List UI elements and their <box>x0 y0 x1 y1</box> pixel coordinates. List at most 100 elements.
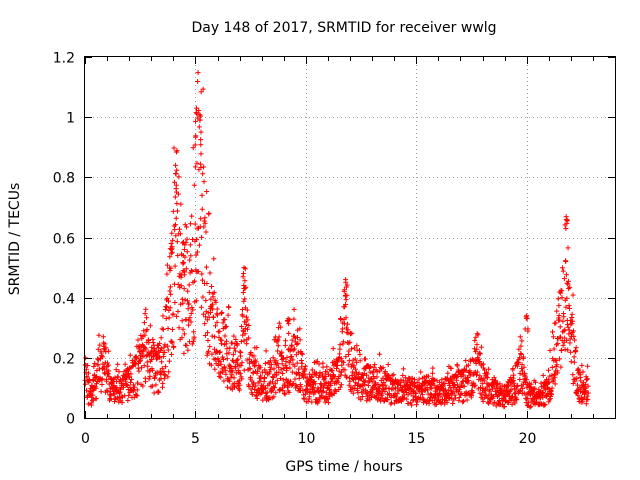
data-point <box>196 108 202 114</box>
data-point <box>272 381 278 387</box>
data-point <box>172 263 178 269</box>
data-point <box>278 324 284 330</box>
data-point <box>150 353 156 359</box>
data-point <box>220 357 226 363</box>
data-point <box>552 374 558 380</box>
data-point <box>173 215 179 221</box>
data-point <box>561 328 567 334</box>
data-point <box>344 374 350 380</box>
data-point <box>136 358 142 364</box>
data-point <box>184 298 190 304</box>
data-point <box>190 307 196 313</box>
data-point <box>253 383 259 389</box>
data-point <box>504 382 510 388</box>
data-point <box>214 311 220 317</box>
data-point <box>193 252 199 258</box>
data-point <box>576 367 582 373</box>
data-point <box>175 281 181 287</box>
data-point <box>299 360 305 366</box>
data-point <box>338 355 344 361</box>
data-point <box>162 350 168 356</box>
data-point <box>160 326 166 332</box>
data-point <box>226 304 232 310</box>
data-point <box>276 364 282 370</box>
data-point <box>343 284 349 290</box>
data-point <box>194 237 200 243</box>
data-point <box>518 343 524 349</box>
data-point <box>85 401 91 407</box>
data-point <box>295 340 301 346</box>
data-point <box>431 382 437 388</box>
data-point <box>224 338 230 344</box>
data-point <box>212 356 218 362</box>
data-point <box>166 369 172 375</box>
data-point <box>583 388 589 394</box>
data-point <box>161 344 167 350</box>
data-point <box>346 340 352 346</box>
data-point <box>291 306 297 312</box>
data-point <box>534 399 540 405</box>
data-point <box>200 86 206 92</box>
data-point <box>337 384 343 390</box>
data-point <box>279 349 285 355</box>
data-point <box>562 346 568 352</box>
data-point <box>542 402 548 408</box>
data-point <box>193 110 199 116</box>
data-point <box>188 268 194 274</box>
data-point <box>442 380 448 386</box>
data-point <box>380 365 386 371</box>
data-point <box>520 385 526 391</box>
data-point <box>119 400 125 406</box>
data-point <box>501 403 507 409</box>
data-point <box>311 378 317 384</box>
data-point <box>129 376 135 382</box>
data-point <box>221 378 227 384</box>
data-point <box>172 299 178 305</box>
data-point <box>382 382 388 388</box>
data-point <box>174 167 180 173</box>
data-point <box>198 216 204 222</box>
data-point <box>343 301 349 307</box>
data-point <box>153 382 159 388</box>
data-point <box>377 368 383 374</box>
data-point <box>409 402 415 408</box>
data-point <box>299 351 305 357</box>
data-point <box>263 348 269 354</box>
data-point <box>168 265 174 271</box>
data-point <box>186 282 192 288</box>
data-point <box>190 145 196 151</box>
data-point <box>93 374 99 380</box>
data-point <box>477 351 483 357</box>
data-point <box>381 380 387 386</box>
data-point <box>444 399 450 405</box>
data-point <box>142 332 148 338</box>
data-point <box>192 221 198 227</box>
data-point <box>404 396 410 402</box>
data-point <box>156 354 162 360</box>
data-point <box>556 303 562 309</box>
data-point <box>200 294 206 300</box>
data-point <box>174 239 180 245</box>
data-point <box>134 393 140 399</box>
data-point <box>464 397 470 403</box>
data-point <box>547 348 553 354</box>
data-point <box>262 360 268 366</box>
data-point <box>294 360 300 366</box>
data-point <box>241 286 247 292</box>
data-point <box>582 391 588 397</box>
data-point <box>209 333 215 339</box>
data-point <box>144 327 150 333</box>
data-point <box>178 201 184 207</box>
data-point <box>461 383 467 389</box>
data-point <box>356 370 362 376</box>
data-point <box>198 142 204 148</box>
chart-title: Day 148 of 2017, SRMTID for receiver wwl… <box>191 20 496 36</box>
axis-tick-labels: 0 0.2 0.4 0.6 0.8 1 1.2 0 5 10 15 20 <box>53 51 537 448</box>
data-point <box>510 394 516 400</box>
data-point <box>376 388 382 394</box>
data-point <box>195 78 201 84</box>
data-point <box>95 346 101 352</box>
data-point <box>306 394 312 400</box>
data-point <box>219 337 225 343</box>
data-point <box>165 343 171 349</box>
